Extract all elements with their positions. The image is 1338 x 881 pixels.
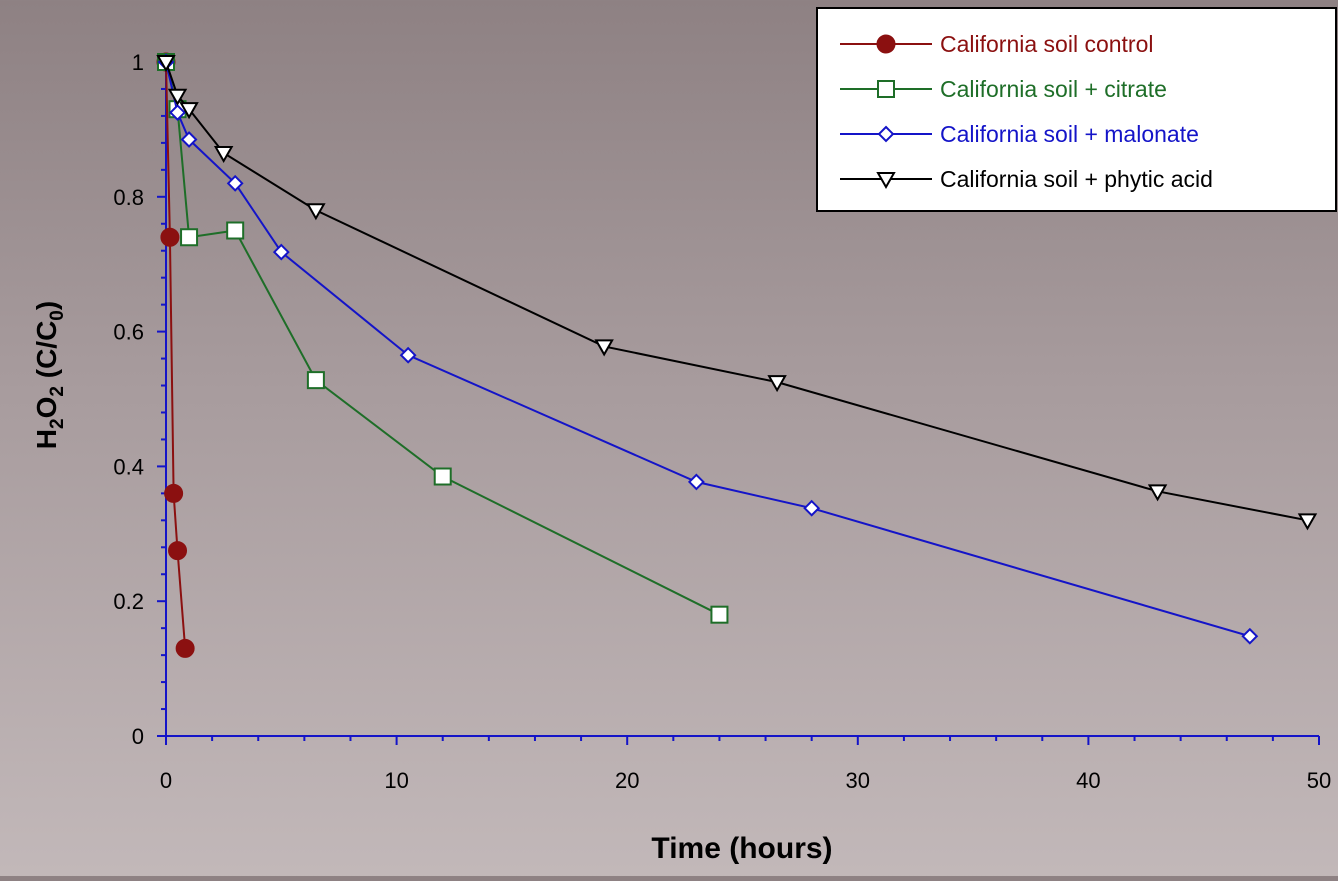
y-tick-label: 0.4: [113, 454, 144, 479]
data-point: [1147, 484, 1168, 502]
x-tick-label: 0: [160, 768, 172, 793]
data-point: [876, 34, 896, 54]
y-axis-title: H2O2 (C/C0): [31, 301, 68, 449]
legend-entry: California soil + citrate: [840, 76, 1167, 102]
data-point: [803, 499, 821, 517]
y-axis-title-subscript: 0: [47, 310, 68, 321]
series-3: [157, 53, 1259, 645]
data-point: [306, 371, 325, 390]
series-line: [165, 61, 187, 649]
data-point: [175, 638, 195, 658]
data-point: [877, 80, 895, 98]
x-tick-label: 20: [615, 768, 639, 793]
legend: California soil control California soil +…: [816, 7, 1337, 212]
y-tick-label: 0.8: [113, 185, 144, 210]
y-axis-title-segment: (C/C: [31, 321, 62, 386]
data-point: [164, 483, 184, 503]
data-point: [160, 227, 180, 247]
data-point: [168, 541, 188, 561]
series-line: [165, 61, 720, 616]
data-point: [213, 145, 234, 164]
x-tick-label: 50: [1307, 768, 1331, 793]
data-point: [877, 125, 895, 143]
y-axis-title-segment: O: [31, 397, 62, 419]
y-tick-label: 0.2: [113, 589, 144, 614]
data-point: [399, 346, 417, 364]
data-point: [226, 174, 244, 192]
y-tick-label: 1: [132, 50, 144, 75]
data-point: [710, 605, 729, 624]
x-tick-label: 40: [1076, 768, 1100, 793]
data-point: [876, 172, 896, 190]
data-point: [272, 243, 290, 261]
data-point: [687, 473, 705, 491]
data-point: [226, 221, 245, 240]
series-4: [156, 55, 1318, 531]
legend-label: California soil + phytic acid: [940, 166, 1213, 192]
data-point: [180, 228, 199, 247]
data-point: [1241, 627, 1259, 645]
data-point: [167, 88, 188, 106]
y-axis-title-segment: ): [31, 301, 62, 310]
plot-area: [156, 52, 1318, 658]
legend-label: California soil control: [940, 31, 1153, 57]
legend-label: California soil + citrate: [940, 76, 1167, 102]
y-tick-label: 0: [132, 724, 144, 749]
legend-entry: California soil control: [840, 31, 1153, 57]
y-axis-title-segment: H: [31, 429, 62, 449]
data-point: [433, 467, 452, 486]
data-point: [156, 55, 176, 73]
y-axis-title-subscript: 2: [47, 418, 68, 429]
data-point: [306, 203, 326, 221]
x-axis-title: Time (hours): [651, 832, 832, 865]
axes: 0 10 20 30 40 50 0 0.2 0.4 0.6 0.8 1: [113, 50, 1331, 793]
data-point: [180, 131, 198, 148]
y-axis-title-subscript: 2: [47, 386, 68, 397]
data-point: [169, 104, 186, 121]
data-point: [767, 375, 787, 393]
y-tick-label: 0.6: [113, 320, 144, 345]
legend-box: [816, 7, 1337, 212]
series-2: [157, 53, 729, 624]
axis-labels: Time (hours)H2O2 (C/C0): [31, 301, 833, 865]
data-point: [1297, 513, 1318, 531]
x-tick-label: 10: [384, 768, 408, 793]
x-tick-label: 30: [846, 768, 870, 793]
data-point: [594, 339, 614, 357]
legend-label: California soil + malonate: [940, 121, 1199, 147]
legend-entry: California soil + malonate: [840, 121, 1199, 147]
legend-entry: California soil + phytic acid: [840, 166, 1213, 192]
data-point: [179, 102, 199, 120]
